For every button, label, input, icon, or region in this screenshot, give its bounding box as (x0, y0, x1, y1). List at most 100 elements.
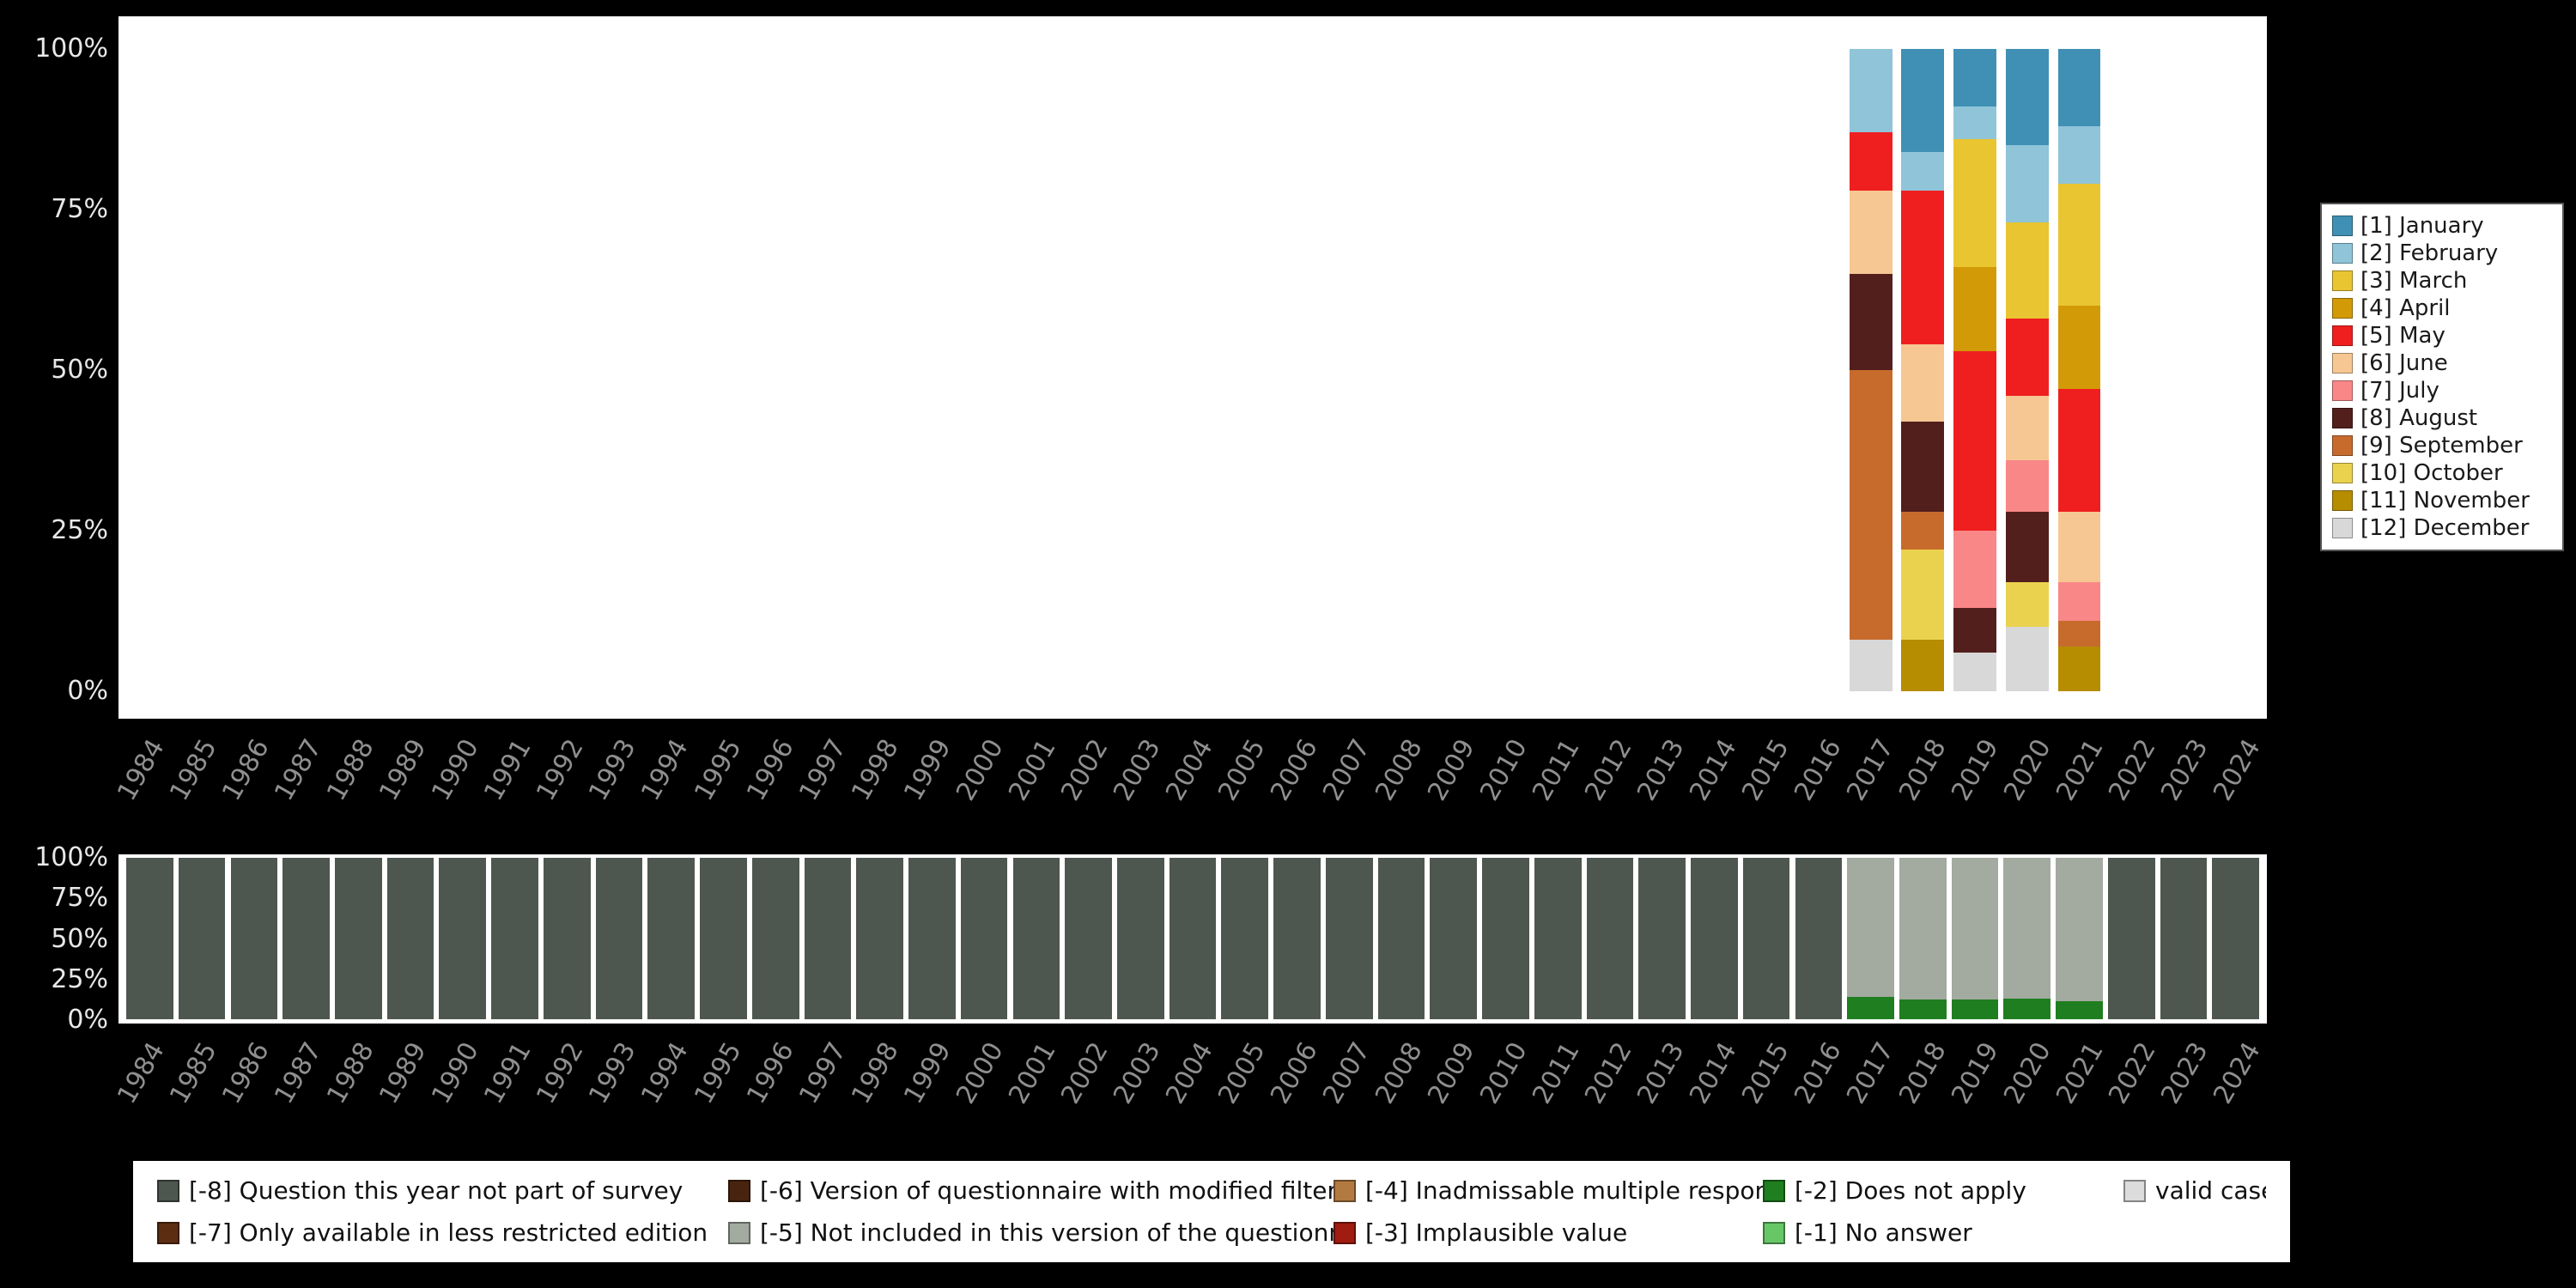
bottom-y-tick-label: 50% (51, 923, 108, 954)
months-bar-slot-2018 (1897, 49, 1949, 691)
months-x-tick-label: 1990 (426, 734, 486, 806)
missings-x-tick-label: 2004 (1159, 1037, 1219, 1109)
months-legend-item: [1] January (2332, 213, 2552, 239)
months-segment (2005, 627, 2049, 691)
missings-x-tick-label: 1986 (216, 1037, 276, 1109)
months-x-tick-2014: 2014 (1684, 726, 1743, 856)
months-segment (2005, 581, 2049, 628)
months-segment (1953, 106, 1996, 139)
months-bar-slot-2001 (1010, 49, 1062, 691)
months-legend-item: [6] June (2332, 350, 2552, 376)
months-x-tick-2006: 2006 (1265, 726, 1324, 856)
missings-bar-slot-2011 (1532, 858, 1584, 1019)
missings-bar-slot-2021 (2053, 858, 2105, 1019)
months-x-tick-label: 1988 (321, 734, 380, 806)
missings-x-tick-label: 1990 (426, 1037, 486, 1109)
missings-legend-label: [-8] Question this year not part of surv… (189, 1176, 683, 1205)
missings-bar-2019 (1951, 858, 1999, 1019)
months-x-tick-2008: 2008 (1370, 726, 1429, 856)
months-x-tick-2005: 2005 (1212, 726, 1272, 856)
missings-bar-slot-2014 (1688, 858, 1741, 1019)
months-segment (1901, 550, 1945, 641)
missings-segment (1847, 996, 1894, 1019)
missings-bar-2021 (2056, 858, 2103, 1019)
missings-segment (1325, 858, 1373, 1019)
months-x-tick-label: 2012 (1579, 734, 1638, 806)
bottom-y-tick-label: 75% (51, 883, 108, 914)
months-x-tick-1985: 1985 (164, 726, 223, 856)
missings-bar-1987 (283, 858, 330, 1019)
months-bar-2007 (1327, 49, 1370, 691)
months-bar-slot-2017 (1844, 49, 1897, 691)
months-bar-1991 (494, 49, 537, 691)
months-bar-2023 (2162, 49, 2205, 691)
missings-x-tick-label: 1987 (269, 1037, 328, 1109)
months-segment (2057, 306, 2101, 390)
missings-legend-label: [-5] Not included in this version of the… (760, 1218, 1334, 1247)
missings-legend-swatch (157, 1221, 179, 1244)
missings-legend-label: [-1] No answer (1795, 1218, 1972, 1247)
months-x-tick-label: 1986 (216, 734, 276, 806)
missings-segment (1847, 858, 1894, 997)
missings-x-tick-2007: 2007 (1317, 1029, 1376, 1159)
months-x-tick-label: 2020 (1998, 734, 2057, 806)
months-bar-slot-2002 (1062, 49, 1115, 691)
months-bar-2017 (1849, 49, 1893, 691)
bottom-chart-x-axis: 1984 1985 1986 1987 1988 1989 1990 1991 1992 1993… (112, 1029, 2267, 1159)
months-bar-1992 (545, 49, 588, 691)
missings-segment (1951, 999, 1999, 1019)
missings-bar-slot-1986 (228, 858, 280, 1019)
missings-x-tick-label: 2023 (2155, 1037, 2215, 1109)
missings-bar-2010 (1482, 858, 1529, 1019)
missings-bar-slot-2009 (1427, 858, 1479, 1019)
missings-x-tick-label: 1995 (688, 1037, 748, 1109)
missings-legend-item: [-2] Does not apply (1763, 1176, 2123, 1205)
missings-x-tick-2001: 2001 (1003, 1029, 1062, 1159)
missings-bar-1989 (386, 858, 434, 1019)
missings-x-tick-2013: 2013 (1631, 1029, 1691, 1159)
months-bar-1990 (441, 49, 484, 691)
months-bar-slot-2011 (1532, 49, 1584, 691)
months-legend-item: [2] February (2332, 240, 2552, 266)
months-x-tick-2024: 2024 (2208, 726, 2267, 856)
missings-x-tick-label: 1992 (531, 1037, 591, 1109)
missings-legend-swatch (1334, 1221, 1356, 1244)
missings-segment (230, 858, 278, 1019)
months-bar-slot-1986 (228, 49, 280, 691)
missings-legend-item: [-3] Implausible value (1334, 1218, 1763, 1247)
missings-legend-label: [-7] Only available in less restricted e… (189, 1218, 708, 1247)
months-x-tick-2011: 2011 (1527, 726, 1586, 856)
months-segment (2005, 222, 2049, 319)
months-x-tick-2000: 2000 (951, 726, 1010, 856)
months-segment (1849, 132, 1893, 191)
months-segment (2057, 646, 2101, 691)
months-legend-item: [9] September (2332, 433, 2552, 459)
missing-values-legend: [-8] Question this year not part of surv… (133, 1161, 2290, 1262)
months-x-tick-2003: 2003 (1108, 726, 1167, 856)
months-legend-item: [8] August (2332, 405, 2552, 431)
months-bar-2013 (1641, 49, 1684, 691)
months-legend-swatch (2332, 435, 2353, 456)
months-bar-2021 (2057, 49, 2101, 691)
months-x-tick-2010: 2010 (1474, 726, 1534, 856)
missings-bar-1984 (126, 858, 173, 1019)
months-segment (1953, 531, 1996, 608)
months-x-tick-label: 1989 (374, 734, 433, 806)
months-segment (2005, 319, 2049, 396)
months-x-tick-label: 1991 (478, 734, 538, 806)
missings-bar-slot-1984 (124, 858, 176, 1019)
months-x-tick-2004: 2004 (1160, 726, 1219, 856)
missings-bar-slot-2024 (2209, 858, 2262, 1019)
missings-bar-2002 (1065, 858, 1112, 1019)
missings-segment (1638, 858, 1686, 1019)
months-segment (1953, 267, 1996, 351)
missings-x-tick-label: 1996 (740, 1037, 800, 1109)
missings-legend-item: valid cases (2123, 1176, 2266, 1205)
months-x-tick-label: 2013 (1631, 734, 1691, 806)
missings-bar-2020 (2003, 858, 2051, 1019)
missings-segment (543, 858, 591, 1019)
months-bar-2010 (1485, 49, 1528, 691)
missings-segment (1586, 858, 1634, 1019)
months-segment (1953, 653, 1996, 691)
